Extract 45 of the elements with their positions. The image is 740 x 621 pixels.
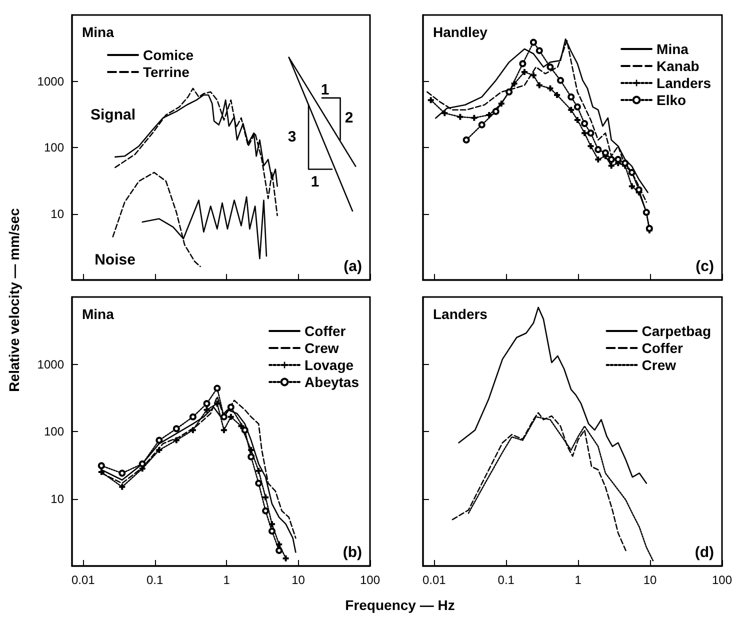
y-tick-label: 1000 <box>37 74 64 88</box>
text: Mina <box>82 24 114 40</box>
legend-label: Carpetbag <box>642 323 711 339</box>
x-tick-label: 0.01 <box>71 573 96 587</box>
annotation: 1 <box>320 82 330 98</box>
annotation: 1 <box>310 174 320 190</box>
x-tick-label: 100 <box>712 573 732 587</box>
legend-label: Terrine <box>143 64 190 80</box>
x-tick-label: 0.01 <box>422 573 446 587</box>
x-tick-label: 1 <box>574 573 582 587</box>
legend-label: Elko <box>656 92 686 108</box>
legend-label: Landers <box>656 75 712 91</box>
y-tick-label: 10 <box>50 492 64 506</box>
annotation: (a) <box>344 258 362 275</box>
legend-label: Abeytas <box>304 374 360 390</box>
legend-label: Comice <box>143 47 194 63</box>
annotation: 2 <box>344 110 354 126</box>
x-tick-label: 10 <box>292 573 306 587</box>
x-tick-label: 0.1 <box>146 573 164 587</box>
x-tick-label: 100 <box>360 573 380 587</box>
legend-label: Crew <box>304 340 339 356</box>
y-tick-label: 1000 <box>37 357 64 372</box>
x-tick-label: 10 <box>643 573 658 587</box>
annotation: Noise <box>94 252 136 268</box>
annotation: 3 <box>288 128 296 146</box>
x-tick-label: 1 <box>223 573 230 587</box>
legend-label: Crew <box>642 357 676 373</box>
y-tick-label: 100 <box>44 140 64 154</box>
legend-label: Coffer <box>642 340 684 356</box>
y-axis-title: Relative velocity — mm/sec <box>6 208 22 392</box>
annotation: Signal <box>90 106 136 124</box>
y-tick-label: 10 <box>50 206 64 221</box>
text: Handley <box>433 24 488 40</box>
annotation: (b) <box>342 544 362 561</box>
text: Mina <box>82 306 114 322</box>
text: Landers <box>433 306 488 322</box>
legend-label: Mina <box>656 41 689 57</box>
legend-label: Kanab <box>656 58 700 74</box>
x-axis-title: Frequency — Hz <box>345 597 455 613</box>
annotation: (c) <box>696 258 714 275</box>
annotation: (d) <box>694 544 714 561</box>
legend-label: Lovage <box>304 357 354 373</box>
x-tick-label: 0.1 <box>498 573 515 587</box>
legend-label: Coffer <box>304 323 346 339</box>
y-tick-label: 100 <box>44 424 64 438</box>
